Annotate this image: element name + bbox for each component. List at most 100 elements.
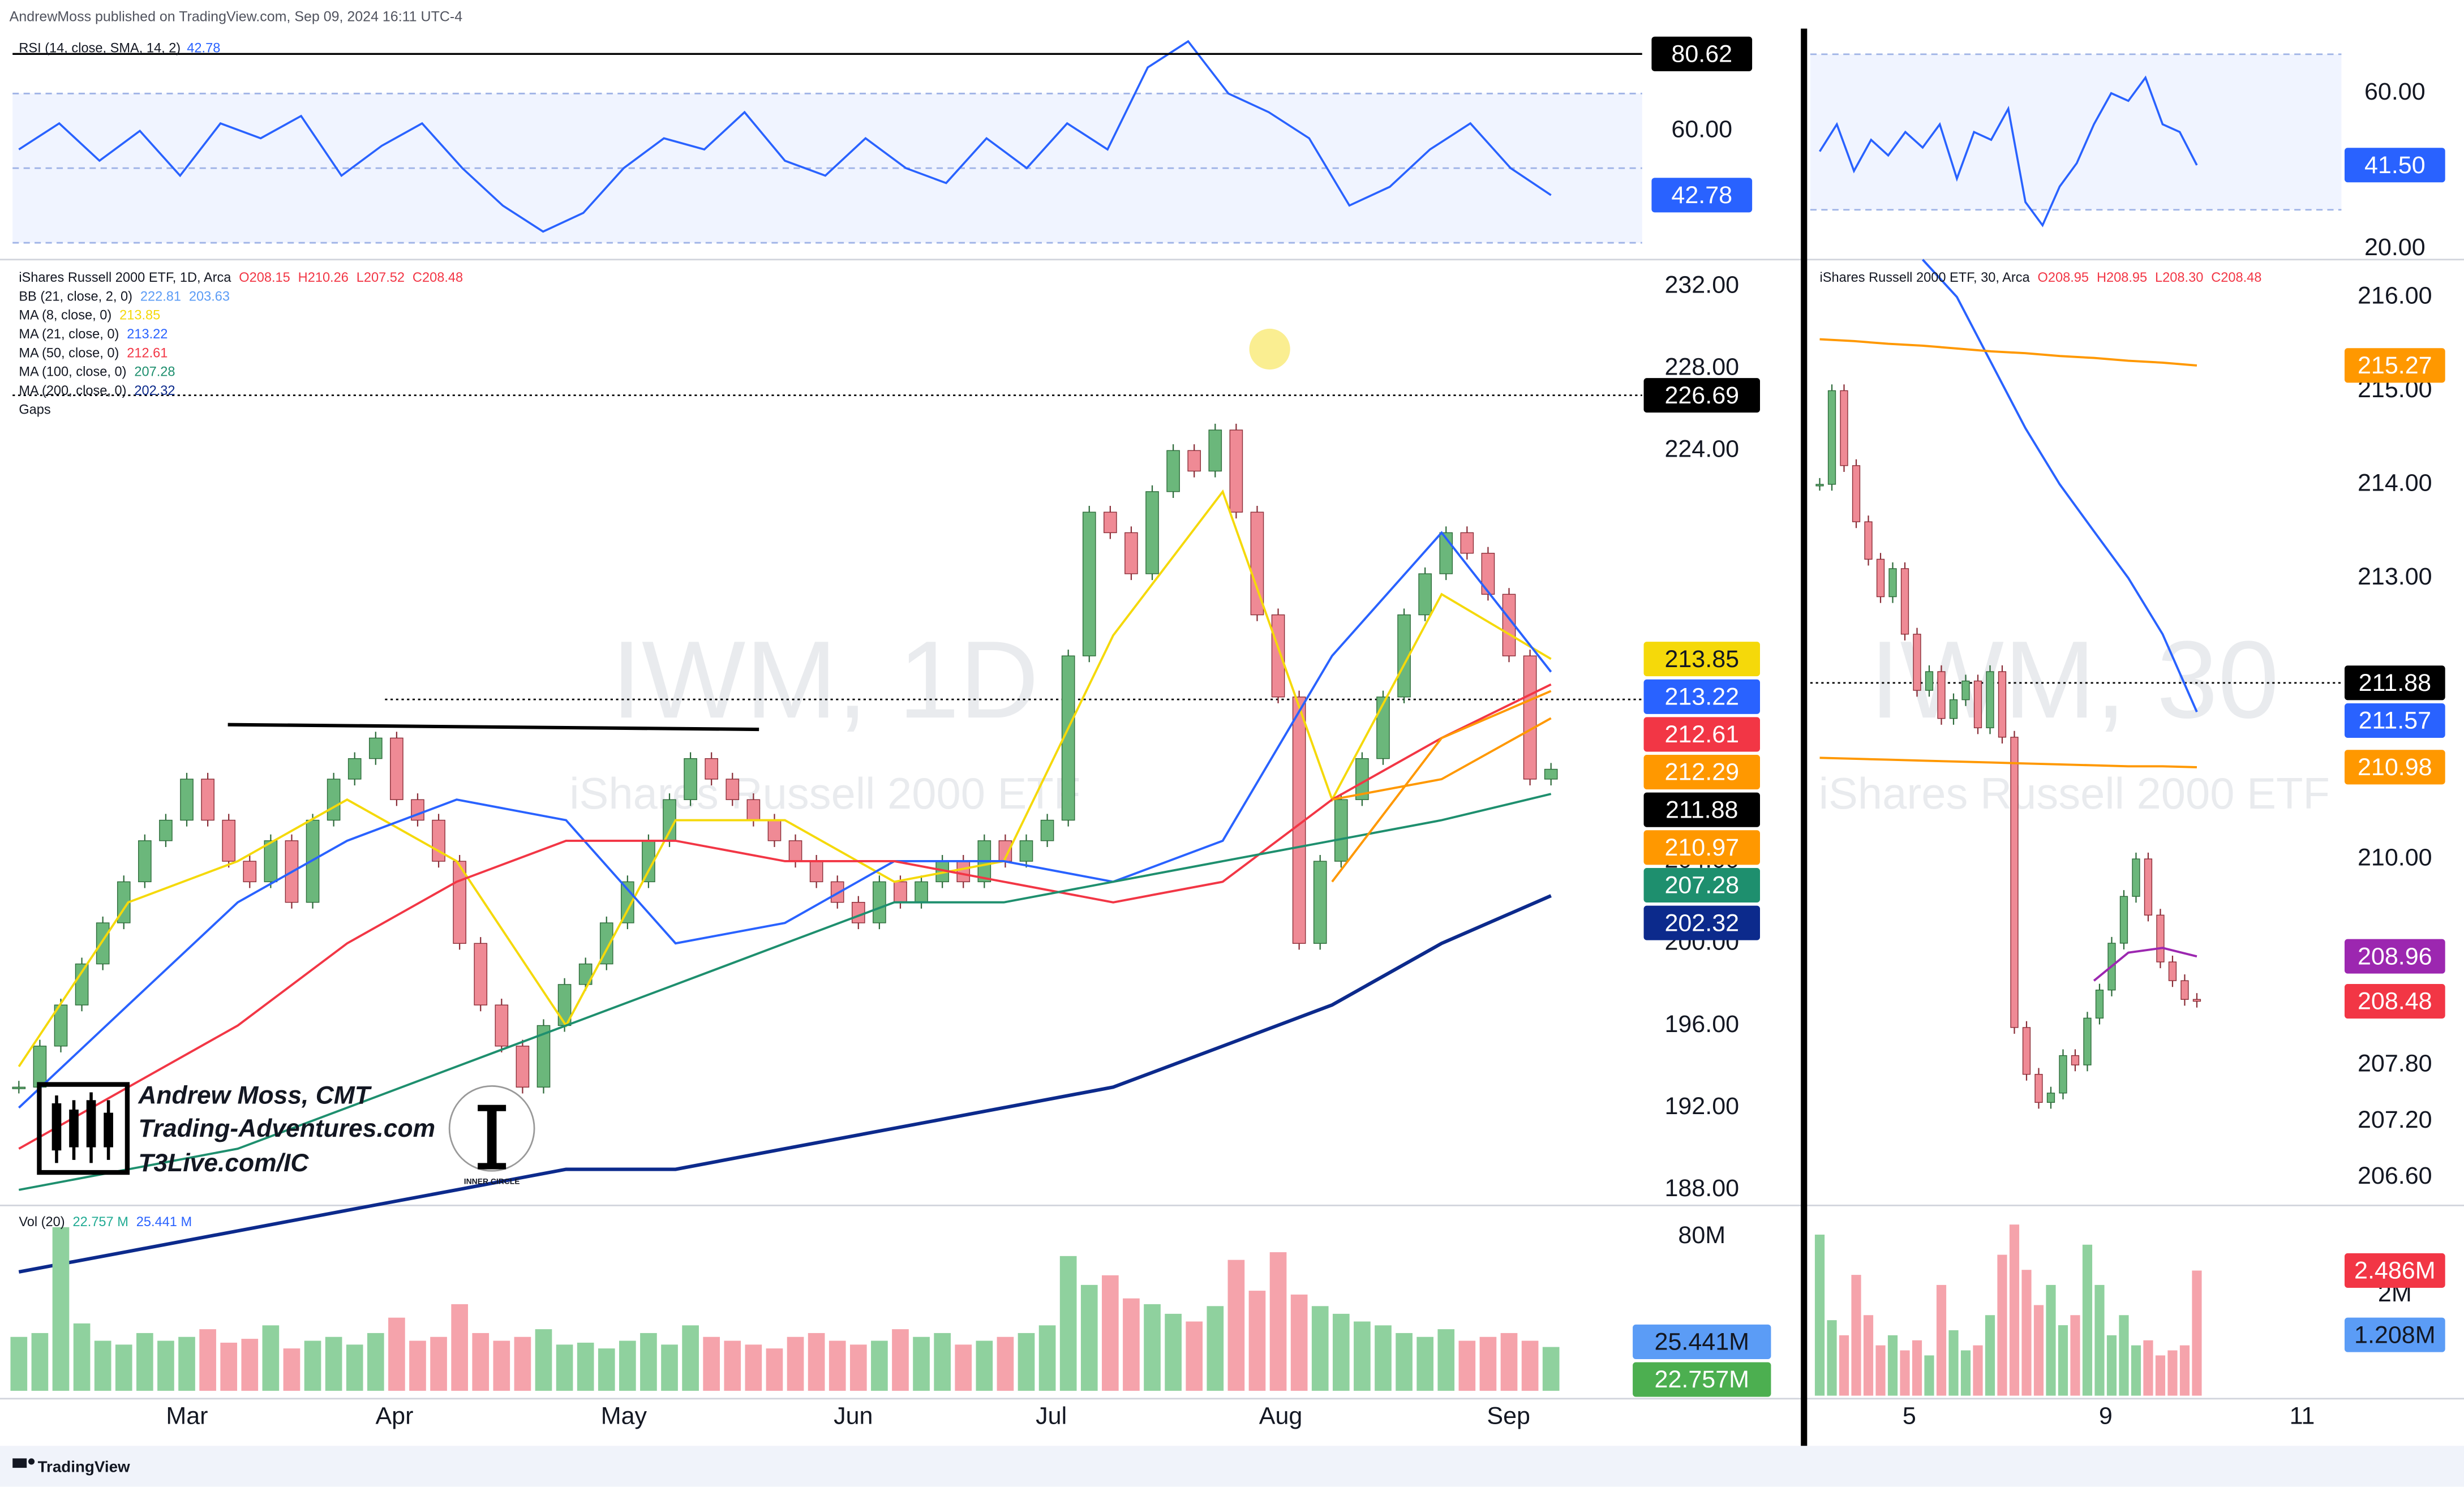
volume-bar — [1948, 1330, 1959, 1396]
y-tick-label: 214.00 — [2358, 469, 2432, 496]
ma-legend: MA (21, close, 0) 213.22 — [19, 327, 168, 342]
price-label: 213.22 — [1664, 683, 1739, 710]
candle-body — [1827, 390, 1836, 485]
volume-bar — [1354, 1321, 1371, 1391]
candle-body — [767, 819, 782, 841]
candle-body — [956, 861, 971, 883]
price-label-box — [2344, 665, 2445, 700]
ma-legend: MA (200, close, 0) 202.32 — [19, 384, 175, 398]
ma-line — [1332, 717, 1552, 801]
price-label-box — [1643, 378, 1760, 413]
volume-bar — [409, 1340, 426, 1391]
y-tick-label: 192.00 — [1664, 1093, 1739, 1120]
candle-body — [1082, 512, 1096, 656]
candle-body — [1187, 450, 1201, 472]
volume-bar — [2021, 1270, 2032, 1396]
candle-body — [873, 881, 886, 923]
volume-bar — [1186, 1321, 1203, 1391]
candle-body — [1986, 671, 1994, 728]
volume-bar — [1375, 1325, 1392, 1391]
candle-body — [2059, 1055, 2067, 1094]
candle-body — [1815, 484, 1824, 487]
candle-body — [2083, 1017, 2092, 1065]
volume-bar — [2155, 1355, 2166, 1396]
bb-legend: BB (21, close, 2, 0) 222.81 203.63 — [19, 290, 230, 304]
candle-body — [2010, 737, 2019, 1028]
legend-ohlc: H210.26 — [298, 270, 349, 285]
price-label: 211.88 — [2359, 669, 2431, 697]
volume-bar — [1290, 1294, 1308, 1391]
candle-body — [368, 737, 383, 759]
y-tick-label: 216.00 — [2358, 282, 2432, 309]
ma-legend: MA (100, close, 0) 207.28 — [19, 365, 175, 380]
price-label: 25.441M — [1655, 1329, 1749, 1356]
candle-body — [1925, 671, 1934, 691]
volume-bar — [1080, 1284, 1098, 1391]
volume-bar — [1912, 1340, 1922, 1396]
volume-bar — [1936, 1284, 1947, 1396]
candle-body — [159, 819, 173, 841]
volume-bar — [1018, 1333, 1035, 1391]
price-label-box — [1633, 1324, 1771, 1359]
volume-bar — [2131, 1345, 2141, 1396]
resistance-line — [227, 723, 759, 732]
candle-body — [495, 1004, 509, 1047]
price-label: 210.97 — [1664, 834, 1739, 861]
volume-bar — [934, 1333, 951, 1391]
candle-body — [1313, 861, 1327, 944]
legend-title: iShares Russell 2000 ETF, 1D, Arca — [19, 270, 231, 285]
x-tick-label: 5 — [1903, 1403, 1916, 1430]
candle-body — [1961, 680, 1970, 700]
candle-body — [1208, 429, 1222, 472]
candle-body — [1876, 558, 1885, 598]
candle-body — [1481, 553, 1495, 595]
volume-bar — [913, 1336, 930, 1391]
legend-value: 207.28 — [134, 365, 175, 380]
candle-body — [1998, 671, 2007, 738]
volume-bar — [1059, 1256, 1077, 1391]
volume-bar — [1827, 1320, 1837, 1396]
candle-body — [201, 779, 214, 821]
volume-bar — [1248, 1291, 1266, 1391]
candle-body — [2071, 1055, 2080, 1065]
candle-body — [1913, 634, 1921, 691]
legend-name: RSI (14, close, SMA, 14, 2) — [19, 41, 181, 56]
publish-header: AndrewMoss published on TradingView.com,… — [10, 9, 463, 25]
volume-bar — [2046, 1284, 2056, 1396]
price-label-box — [1643, 717, 1760, 752]
volume-bar — [2119, 1315, 2129, 1396]
volume-bar — [682, 1325, 699, 1391]
candle-body — [1397, 614, 1411, 698]
legend-value: 22.757 M — [73, 1215, 128, 1230]
volume-bar — [2192, 1270, 2202, 1396]
volume-bar — [829, 1340, 846, 1391]
y-tick-label: 232.00 — [1664, 271, 1739, 298]
brand-line: Trading-Adventures.com — [138, 1115, 435, 1142]
legend-ohlc: C208.48 — [413, 270, 463, 285]
candle-body — [180, 779, 194, 821]
ma-legend: MA (50, close, 0) 212.61 — [19, 346, 168, 361]
candle-body — [243, 861, 257, 883]
volume-bar — [241, 1339, 259, 1391]
candle-body — [746, 799, 761, 821]
volume-bar — [808, 1333, 825, 1391]
volume-bar — [1458, 1340, 1476, 1391]
volume-bar — [849, 1344, 867, 1391]
candle-body — [663, 799, 676, 841]
volume-bar — [955, 1344, 972, 1391]
volume-bar — [388, 1317, 405, 1391]
watermark: IWM, 1D — [611, 618, 1039, 741]
price-label: 210.98 — [2358, 754, 2432, 781]
legend-name: MA (200, close, 0) — [19, 384, 126, 398]
volume-bar — [94, 1340, 111, 1391]
legend-name: MA (21, close, 0) — [19, 327, 119, 342]
candle-body — [2168, 961, 2177, 981]
candle-body — [894, 881, 907, 903]
volume-bar — [31, 1333, 49, 1391]
x-tick-label: Jul — [1036, 1403, 1067, 1430]
inner-circle-logo — [448, 1085, 535, 1172]
ma-legend: MA (8, close, 0) 213.85 — [19, 308, 160, 323]
y-tick-label: 228.00 — [1664, 353, 1739, 380]
ma-line — [1819, 338, 2197, 367]
